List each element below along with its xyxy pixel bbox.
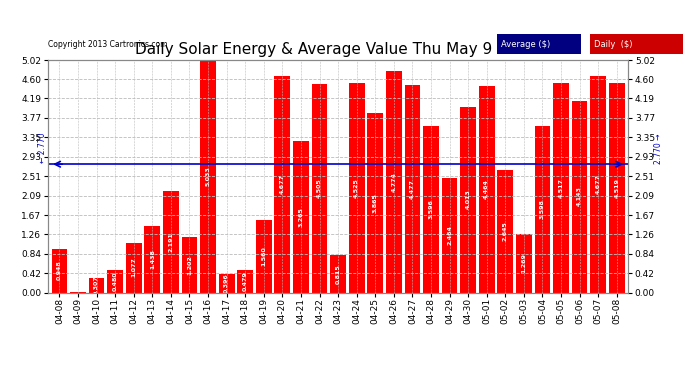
Bar	[460, 106, 476, 292]
Bar	[126, 243, 141, 292]
Bar	[516, 234, 532, 292]
Text: 0.479: 0.479	[243, 272, 248, 291]
Text: 0.815: 0.815	[335, 264, 341, 284]
Bar	[312, 84, 328, 292]
Text: ← 2.770: ← 2.770	[38, 133, 47, 163]
Bar	[423, 126, 439, 292]
Text: 1.077: 1.077	[131, 258, 136, 278]
Text: 4.464: 4.464	[484, 179, 489, 199]
Text: 3.596: 3.596	[428, 199, 433, 219]
Bar	[590, 34, 683, 54]
Text: 5.033: 5.033	[206, 166, 210, 186]
Text: 4.677: 4.677	[595, 174, 601, 194]
Text: Copyright 2013 Cartronics.com: Copyright 2013 Cartronics.com	[48, 40, 168, 49]
Text: 4.517: 4.517	[558, 178, 564, 198]
Bar	[107, 270, 123, 292]
Bar	[181, 237, 197, 292]
Bar	[572, 100, 587, 292]
Text: 2.191: 2.191	[168, 232, 173, 252]
Bar	[293, 141, 309, 292]
Text: 0.948: 0.948	[57, 261, 62, 280]
Text: 3.598: 3.598	[540, 199, 545, 219]
Text: 1.438: 1.438	[150, 249, 155, 269]
Bar	[144, 226, 160, 292]
Bar	[553, 83, 569, 292]
Text: 2.464: 2.464	[447, 225, 452, 245]
Text: 1.269: 1.269	[522, 253, 526, 273]
Text: 4.505: 4.505	[317, 178, 322, 198]
Bar	[535, 126, 551, 292]
Text: 1.560: 1.560	[262, 246, 266, 266]
Bar	[609, 83, 624, 292]
Text: 0.396: 0.396	[224, 273, 229, 293]
Text: 4.013: 4.013	[466, 190, 471, 210]
Bar	[256, 220, 272, 292]
Bar	[442, 178, 457, 292]
Bar	[497, 170, 513, 292]
Text: 4.477: 4.477	[410, 179, 415, 199]
Bar	[479, 86, 495, 292]
Bar	[219, 274, 235, 292]
Text: 4.525: 4.525	[354, 178, 359, 198]
Bar	[497, 34, 581, 54]
Bar	[163, 191, 179, 292]
Text: 1.202: 1.202	[187, 255, 192, 274]
Bar	[331, 255, 346, 292]
Text: 4.774: 4.774	[391, 172, 396, 192]
Text: 3.265: 3.265	[299, 207, 304, 227]
Text: 2.770 →: 2.770 →	[654, 134, 663, 164]
Text: 0.480: 0.480	[112, 272, 118, 291]
Title: Daily Solar Energy & Average Value Thu May 9 05:46: Daily Solar Energy & Average Value Thu M…	[135, 42, 541, 57]
Bar	[404, 85, 420, 292]
Bar	[52, 249, 68, 292]
Bar	[367, 114, 383, 292]
Text: 4.143: 4.143	[577, 187, 582, 207]
Bar	[200, 59, 216, 292]
Bar	[237, 270, 253, 292]
Text: 4.519: 4.519	[614, 178, 619, 198]
Bar	[348, 83, 364, 292]
Text: Average ($): Average ($)	[500, 40, 550, 49]
Text: Daily  ($): Daily ($)	[593, 40, 632, 49]
Bar	[590, 76, 606, 292]
Bar	[89, 278, 104, 292]
Text: 0.307: 0.307	[94, 276, 99, 295]
Bar	[386, 71, 402, 292]
Text: 3.865: 3.865	[373, 193, 377, 213]
Bar	[275, 76, 290, 292]
Text: 2.645: 2.645	[503, 221, 508, 241]
Text: 4.677: 4.677	[280, 174, 285, 194]
